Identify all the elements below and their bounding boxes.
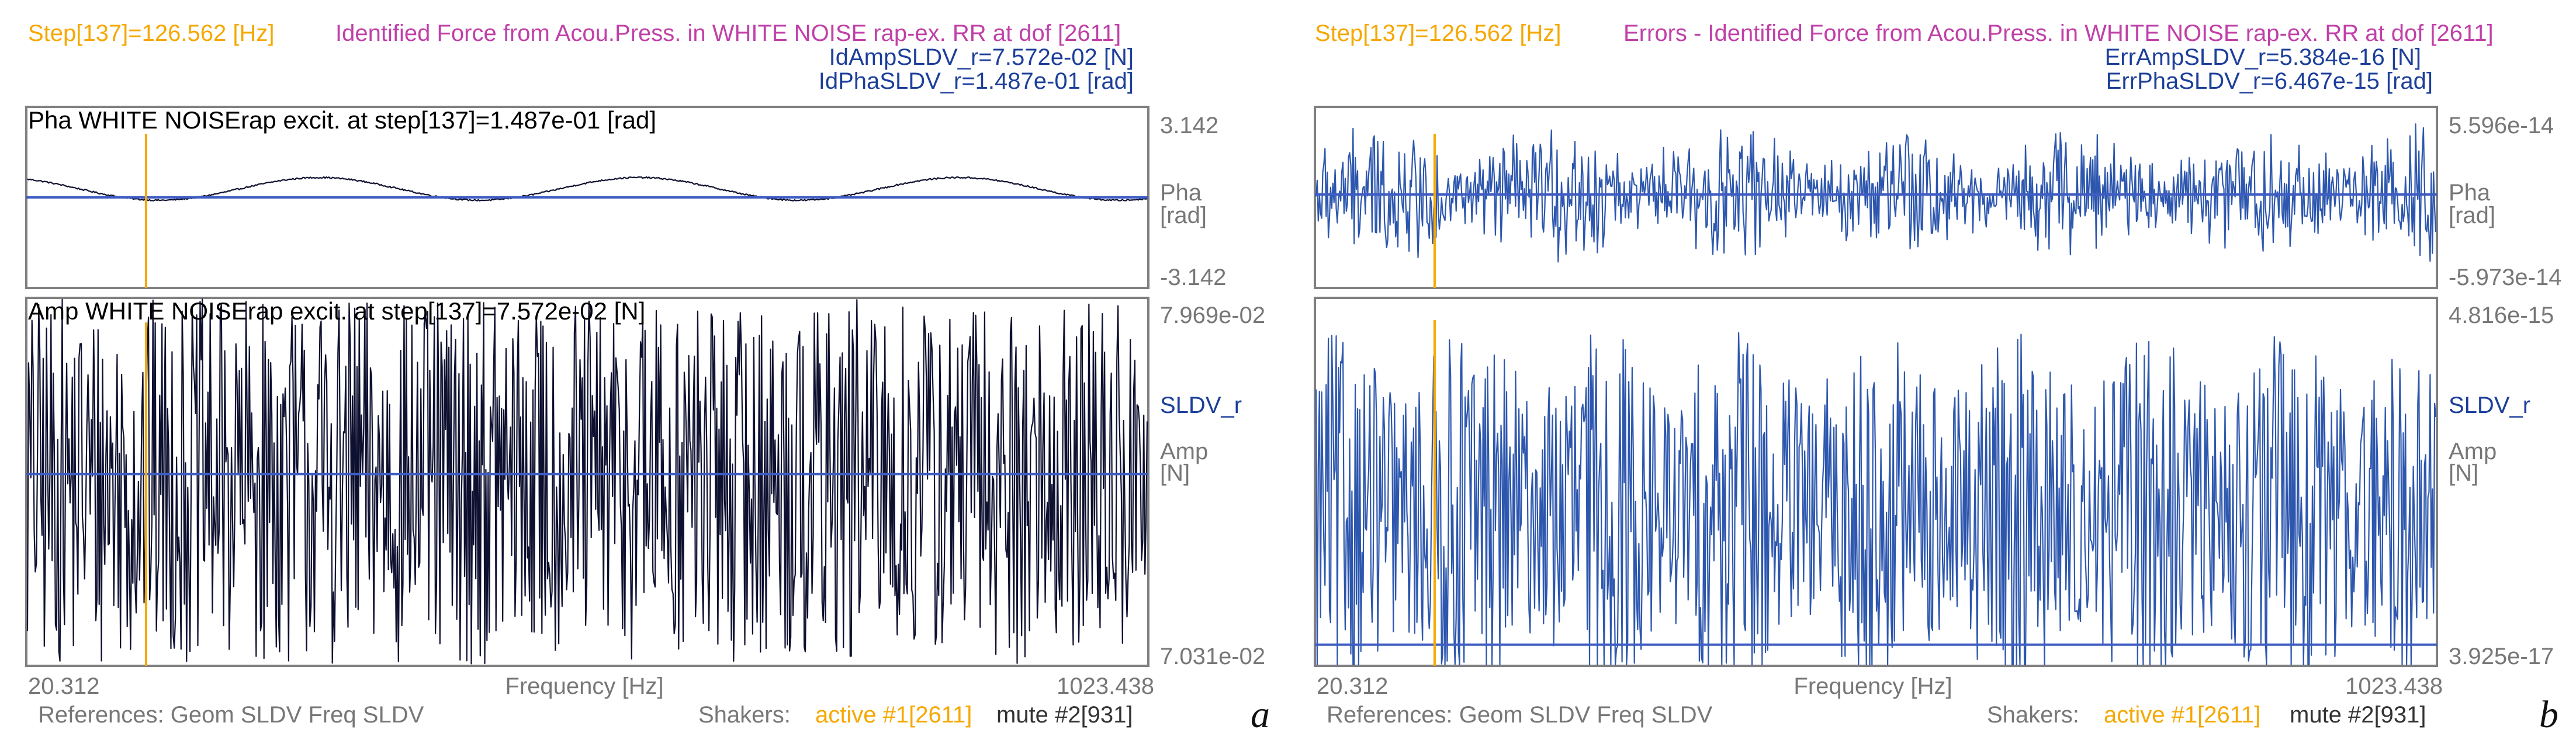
amp-series-a [26,298,1148,665]
phase-error-trace-b [1315,123,2437,263]
xaxis-title-b: Frequency [Hz] [1793,673,1952,699]
amp-axis-label-unit-a: [N] [1160,460,1190,486]
pha-error-value-b: ErrPhaSLDV_r=6.467e-15 [rad] [2106,68,2433,94]
amp-axis-label-unit-b: [N] [2449,460,2478,486]
phase-axis-label-unit-a: [rad] [1160,203,1207,228]
references-a: References: Geom SLDV Freq SLDV [38,702,424,728]
step-label-a: Step[137]=126.562 [Hz] [28,20,274,46]
panel-a: Step[137]=126.562 [Hz] Identified Force … [25,20,1270,736]
phase-axis-label-pha-b: Pha [2449,180,2491,206]
title-a: Identified Force from Acou.Press. in WHI… [335,20,1121,46]
amp-series-label-a: SLDV_r [1160,392,1242,418]
xmax-label-b: 1023.438 [2345,673,2443,699]
title-b: Errors - Identified Force from Acou.Pres… [1623,20,2494,46]
phase-ymax-label-a: 3.142 [1160,113,1218,138]
amp-frame-b [1314,297,2438,667]
pha-value-a: IdPhaSLDV_r=1.487e-01 [rad] [819,68,1134,94]
amp-ymax-label-b: 4.816e-15 [2449,303,2554,328]
amp-series-b [1315,332,2437,666]
phase-ymin-label-b: -5.973e-14 [2449,265,2561,290]
amp-axis-label-amp-a: Amp [1160,439,1208,464]
panel-letter-a: a [1251,693,1270,736]
phase-axis-label-pha-a: Pha [1160,180,1202,206]
xmax-label-a: 1023.438 [1057,673,1154,699]
xaxis-title-a: Frequency [Hz] [505,673,663,699]
mute-shaker-a: mute #2[931] [996,702,1133,728]
active-shaker-a: active #1[2611] [815,702,972,728]
shakers-label-a: Shakers: [698,702,791,728]
phase-series-a [27,176,1148,201]
xmin-label-b: 20.312 [1317,673,1388,699]
active-shaker-b: active #1[2611] [2104,702,2260,728]
phase-series-b [1315,123,2437,263]
references-b: References: Geom SLDV Freq SLDV [1327,702,1713,728]
shakers-label-b: Shakers: [1987,702,2079,728]
amp-trace-a [26,298,1148,665]
amp-axis-label-amp-b: Amp [2449,439,2497,464]
amp-series-label-b: SLDV_r [2449,392,2530,418]
panel-letter-b: b [2539,693,2558,736]
phase-axis-label-unit-b: [rad] [2449,203,2495,228]
amp-error-value-b: ErrAmpSLDV_r=5.384e-16 [N] [2105,44,2421,70]
panel-b: Step[137]=126.562 [Hz] Errors - Identifi… [1314,20,2561,736]
amp-frame-a [25,297,1149,667]
mute-shaker-b: mute #2[931] [2290,702,2426,728]
amp-ymin-label-b: 3.925e-17 [2449,644,2554,669]
amp-error-trace-b [1315,332,2437,666]
phase-frame-b [1314,106,2438,289]
amp-ymax-label-a: 7.969e-02 [1160,303,1265,328]
amp-value-a: IdAmpSLDV_r=7.572e-02 [N] [829,44,1134,70]
phase-ymin-label-a: -3.142 [1160,265,1226,290]
phase-title-a: Pha WHITE NOISErap excit. at step[137]=1… [28,106,656,134]
xmin-label-a: 20.312 [28,673,99,699]
phase-trace-a [27,176,1148,201]
amp-ymin-label-a: 7.031e-02 [1160,644,1265,669]
phase-ymax-label-b: 5.596e-14 [2449,113,2554,138]
amp-title-a: Amp WHITE NOISErap excit. at step[137]=7… [28,297,645,325]
step-label-b: Step[137]=126.562 [Hz] [1315,20,1561,46]
